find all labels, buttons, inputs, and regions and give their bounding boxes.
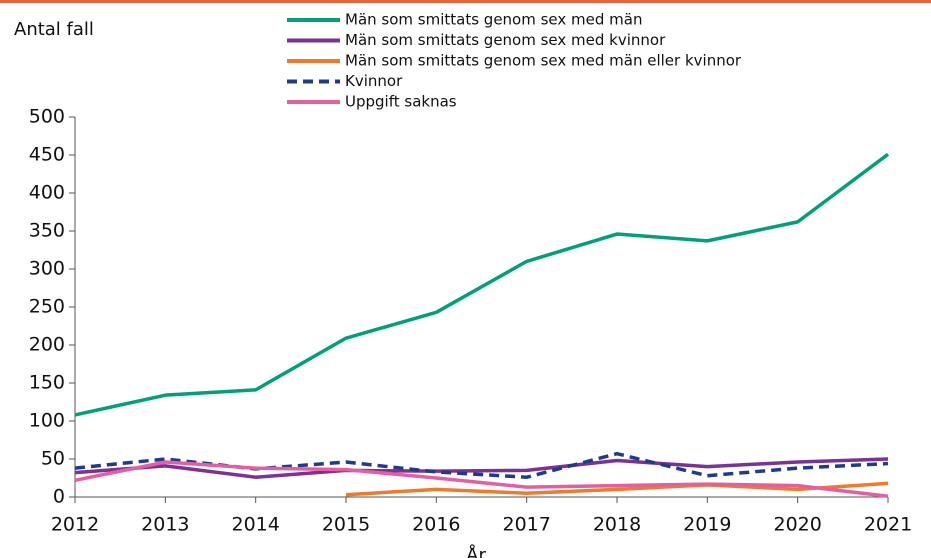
x-tick-label: 2014 <box>231 514 279 536</box>
legend-label: Män som smittats genom sex med kvinnor <box>345 31 666 49</box>
y-tick-label: 100 <box>29 410 65 432</box>
y-tick-label: 300 <box>29 258 65 280</box>
y-tick-label: 150 <box>29 372 65 394</box>
y-tick-label: 400 <box>29 182 65 204</box>
x-tick-label: 2018 <box>593 514 641 536</box>
legend-label: Män som smittats genom sex med män <box>345 11 642 29</box>
y-axis-label: Antal fall <box>14 19 94 40</box>
y-tick-label: 450 <box>29 144 65 166</box>
y-tick-label: 200 <box>29 334 65 356</box>
legend-label: Män som smittats genom sex med män eller… <box>345 52 742 70</box>
y-tick-label: 50 <box>41 448 65 470</box>
series-line <box>74 457 889 479</box>
x-tick-label: 2015 <box>322 514 370 536</box>
x-tick-label: 2021 <box>864 514 912 536</box>
x-tick-label: 2019 <box>683 514 731 536</box>
y-tick-label: 250 <box>29 296 65 318</box>
series-line <box>74 460 889 498</box>
y-tick-label: 0 <box>53 486 65 508</box>
legend-label: Uppgift saknas <box>345 93 457 111</box>
series-line <box>74 152 890 417</box>
y-tick-label: 500 <box>29 106 65 128</box>
x-tick-label: 2017 <box>502 514 550 536</box>
x-tick-label: 2020 <box>773 514 821 536</box>
x-axis-label: År <box>466 544 486 558</box>
legend-label: Kvinnor <box>345 72 403 90</box>
x-tick-label: 2013 <box>141 514 189 536</box>
y-tick-label: 350 <box>29 220 65 242</box>
top-border <box>0 0 931 3</box>
series-line <box>345 481 889 497</box>
x-tick-label: 2012 <box>51 514 99 536</box>
x-tick-label: 2016 <box>412 514 460 536</box>
